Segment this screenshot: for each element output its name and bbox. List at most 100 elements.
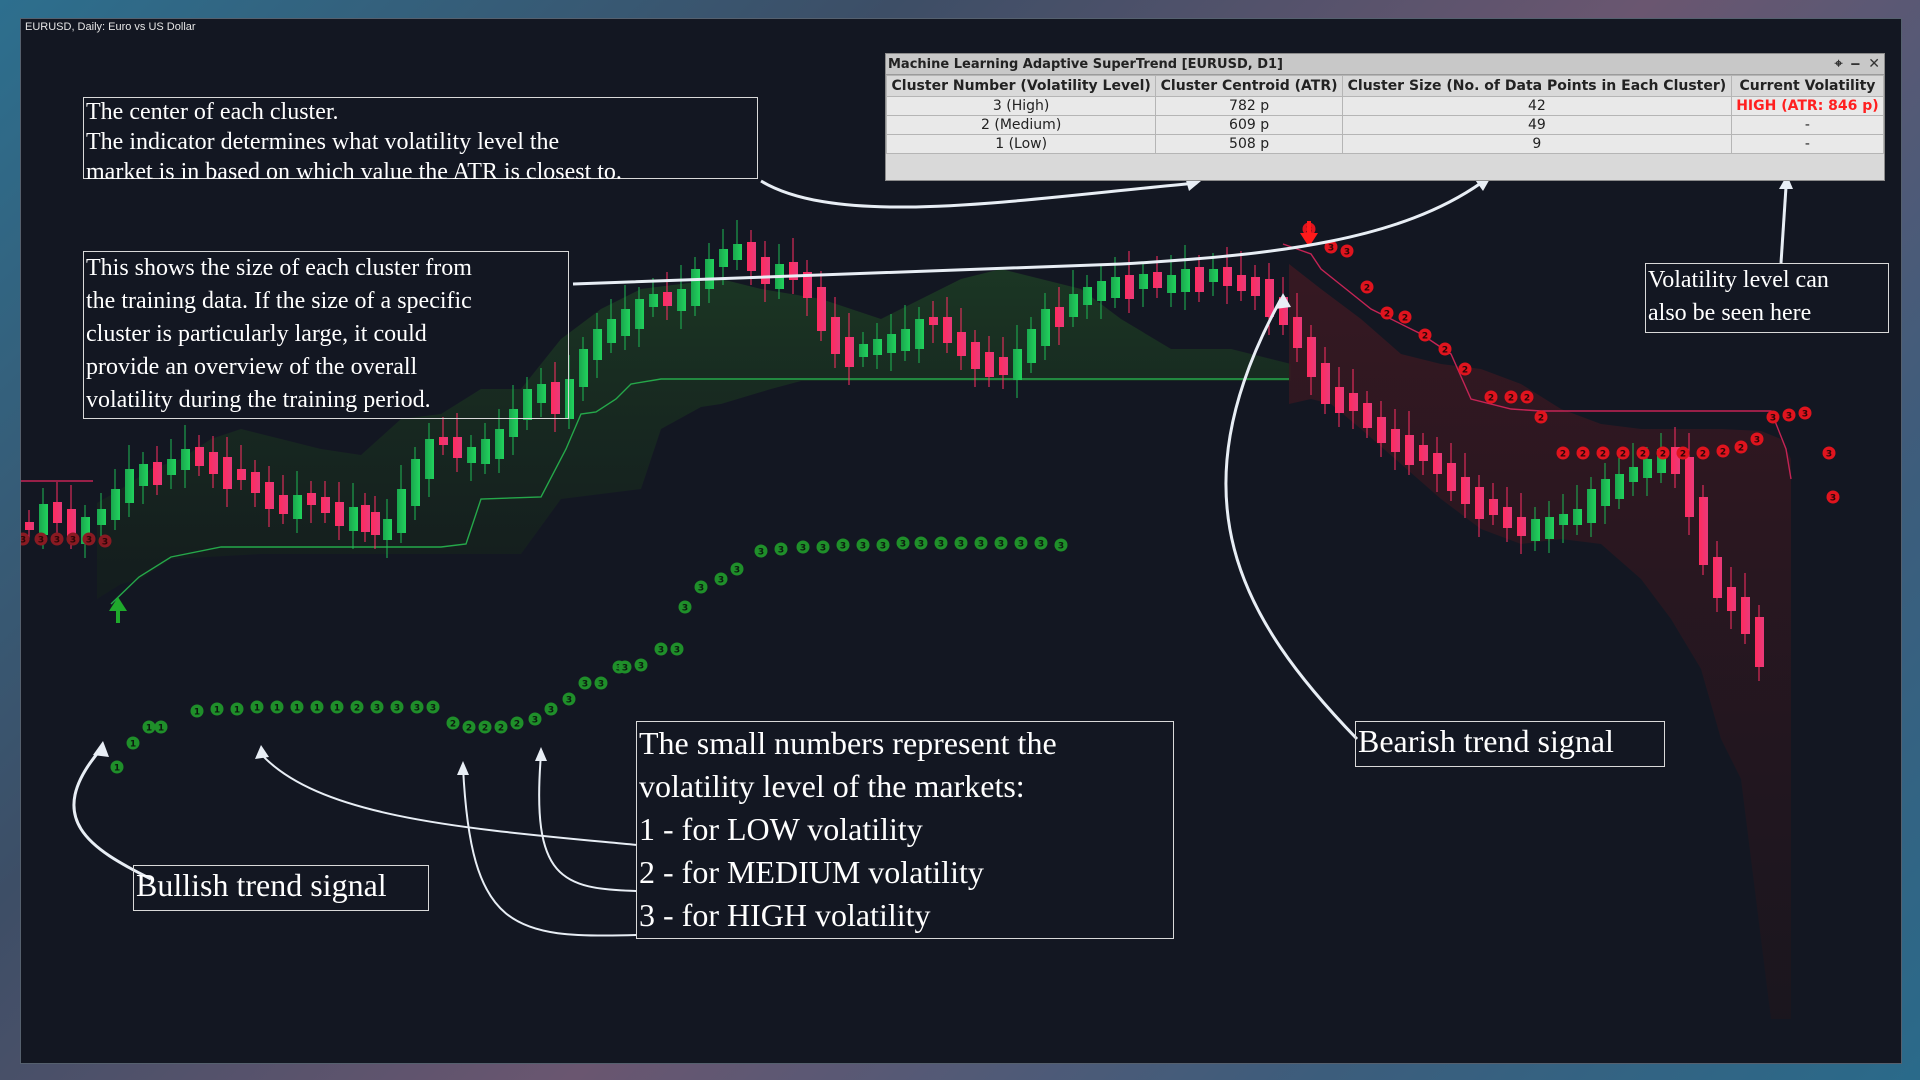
candle-body — [1447, 463, 1456, 491]
candle-body — [209, 452, 218, 474]
volatility-marker-label: 3 — [1770, 414, 1776, 424]
annotation-volatility-level: Volatility level can also be seen here — [1645, 263, 1889, 333]
volatility-marker — [510, 716, 524, 730]
bullish-signal-arrow — [109, 597, 127, 623]
volatility-marker-label: 3 — [622, 664, 628, 674]
candle-body — [453, 437, 462, 458]
volatility-marker-label: 1 — [158, 724, 164, 734]
volatility-marker-label: 1 — [214, 706, 220, 716]
candle-body — [649, 294, 658, 307]
candle-body — [25, 522, 34, 530]
cluster-stats-panel[interactable]: Machine Learning Adaptive SuperTrend [EU… — [885, 53, 1885, 181]
volatility-marker-label: 3 — [840, 542, 846, 552]
candle-body — [411, 459, 420, 506]
volatility-marker — [1826, 490, 1840, 504]
volatility-marker — [754, 544, 768, 558]
volatility-marker-label: 2 — [1508, 394, 1514, 404]
volatility-marker — [1418, 328, 1432, 342]
volatility-marker-label: 3 — [880, 542, 886, 552]
volatility-marker-label: 3 — [658, 646, 664, 656]
candle-body — [251, 472, 260, 493]
volatility-marker — [1398, 310, 1412, 324]
candle-body — [1069, 294, 1078, 317]
volatility-marker — [494, 720, 508, 734]
volatility-marker — [796, 540, 810, 554]
pin-icon[interactable]: ⌖ — [1834, 56, 1843, 72]
volatility-marker — [290, 700, 304, 714]
volatility-marker — [1034, 536, 1048, 550]
candle-body — [383, 519, 392, 540]
candle-body — [1755, 617, 1764, 667]
candle-body — [985, 352, 994, 377]
volatility-marker — [34, 532, 48, 546]
candle-body — [97, 509, 106, 525]
panel-title-bar[interactable]: Machine Learning Adaptive SuperTrend [EU… — [886, 54, 1884, 75]
arrowhead-medium — [535, 747, 547, 761]
candle-body — [1181, 269, 1190, 292]
candle-body — [307, 493, 316, 505]
volatility-marker-label: 2 — [1720, 448, 1726, 458]
candle-body — [1461, 477, 1470, 504]
cell-cluster: 3 (High) — [885, 96, 1157, 116]
volatility-marker — [678, 600, 692, 614]
volatility-marker-label: 2 — [354, 704, 360, 714]
candle-body — [873, 339, 882, 355]
candle-body — [1041, 309, 1050, 346]
candle-body — [1503, 507, 1512, 528]
volatility-marker-label: 2 — [498, 724, 504, 734]
volatility-marker — [1716, 444, 1730, 458]
minimize-icon[interactable]: ‒ — [1850, 56, 1861, 72]
candle-body — [439, 437, 448, 445]
volatility-marker-label: 2 — [1422, 332, 1428, 342]
annotation-line: The indicator determines what volatility… — [86, 128, 560, 155]
volatility-marker-label: 3 — [532, 716, 538, 726]
annotation-line: Bearish trend signal — [1358, 723, 1614, 759]
volatility-marker — [270, 700, 284, 714]
volatility-marker — [730, 562, 744, 576]
candle-body — [1727, 587, 1736, 611]
annotation-bullish: Bullish trend signal — [133, 865, 429, 911]
candle-body — [1391, 429, 1400, 452]
volatility-marker-label: 1 — [314, 704, 320, 714]
table-row: 1 (Low) 508 p 9 - — [885, 134, 1885, 154]
candle-body — [139, 464, 148, 486]
volatility-marker — [1656, 446, 1670, 460]
table-row: 3 (High) 782 p 42 HIGH (ATR: 846 p) — [885, 96, 1885, 116]
close-icon[interactable]: ✕ — [1868, 56, 1880, 72]
volatility-marker — [330, 700, 344, 714]
candle-body — [705, 259, 714, 289]
volatility-marker — [1340, 244, 1354, 258]
annotation-line: The center of each cluster. — [86, 99, 339, 125]
volatility-marker — [1534, 410, 1548, 424]
annotation-line: This shows the size of each cluster from — [86, 255, 472, 281]
candle-body — [831, 317, 840, 354]
volatility-marker-label: 3 — [374, 704, 380, 714]
header-cluster-number: Cluster Number (Volatility Level) — [885, 75, 1157, 97]
volatility-marker-label: 3 — [860, 542, 866, 552]
volatility-marker — [1438, 342, 1452, 356]
candle-body — [1615, 474, 1624, 499]
candle-body — [481, 439, 490, 464]
annotation-bearish: Bearish trend signal — [1355, 721, 1665, 767]
candle-body — [349, 507, 358, 531]
candle-body — [1321, 363, 1330, 404]
candle-body — [321, 497, 330, 513]
candle-body — [1405, 435, 1414, 465]
volatility-marker-label: 3 — [548, 706, 554, 716]
volatility-marker-label: 3 — [21, 536, 26, 546]
annotation-line: also be seen here — [1648, 300, 1812, 327]
candle-body — [237, 469, 246, 480]
volatility-marker-label: 3 — [758, 548, 764, 558]
volatility-marker-label: 2 — [514, 720, 520, 730]
volatility-marker — [954, 536, 968, 550]
volatility-marker-label: 3 — [778, 546, 784, 556]
candle-body — [361, 505, 370, 532]
connector-volatility — [1779, 186, 1788, 264]
volatility-marker — [50, 532, 64, 546]
candle-body — [621, 309, 630, 336]
candle-body — [1433, 453, 1442, 474]
candle-body — [789, 262, 798, 280]
